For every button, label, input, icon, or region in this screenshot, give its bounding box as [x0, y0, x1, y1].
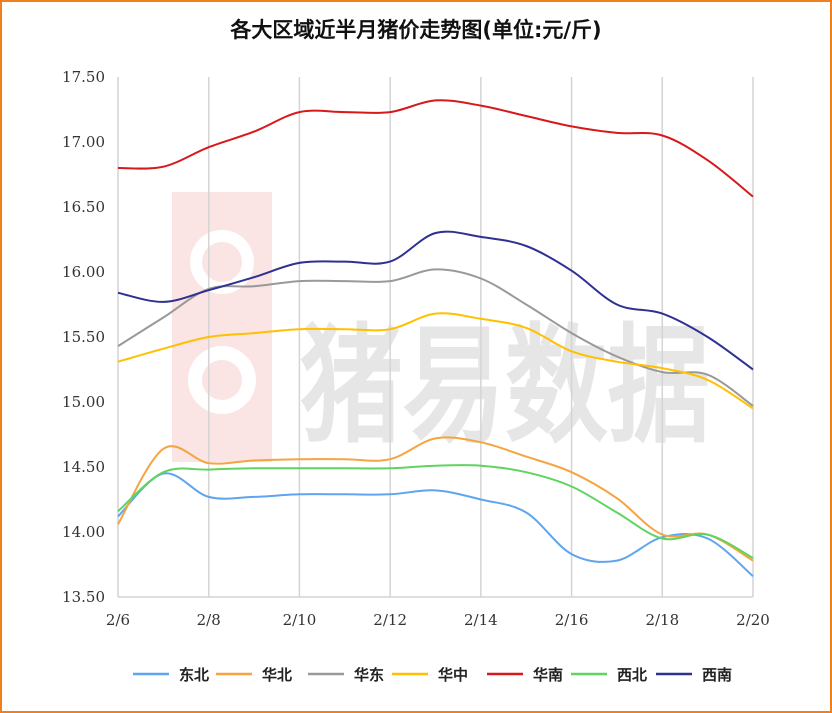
watermark-logo-circle: [190, 230, 254, 294]
chart-title: 各大区域近半月猪价走势图(单位:元/斤): [230, 18, 602, 42]
x-tick-label: 2/18: [645, 611, 679, 629]
x-tick-labels: 2/6 2/8 2/10 2/12 2/14 2/16 2/18 2/20: [106, 611, 770, 629]
series-line-6: [117, 230, 754, 371]
legend-label: 东北: [179, 666, 209, 684]
series-line-1: [117, 436, 754, 562]
legend: 东北 华北 华东 华中 华南 西北 西南: [133, 666, 732, 684]
watermark-logo-bar: [172, 192, 272, 462]
y-tick-label: 13.50: [62, 588, 105, 606]
y-tick-label: 17.00: [62, 133, 105, 151]
x-tick-label: 2/12: [373, 611, 407, 629]
y-tick-label: 17.50: [62, 68, 105, 86]
x-tick-label: 2/8: [197, 611, 221, 629]
x-tick-label: 2/14: [464, 611, 498, 629]
series-line-3: [117, 312, 754, 410]
watermark: 猪易数据: [172, 192, 710, 462]
watermark-logo-dot-2: [202, 360, 242, 400]
y-tick-label: 14.50: [62, 458, 105, 476]
series-line-4: [117, 99, 754, 198]
y-tick-label: 15.00: [62, 393, 105, 411]
series-line-0: [117, 472, 754, 577]
y-tick-label: 15.50: [62, 328, 105, 346]
legend-label: 华南: [533, 666, 563, 684]
y-tick-label: 14.00: [62, 523, 105, 541]
watermark-logo-dot: [202, 242, 242, 282]
x-tick-label: 2/16: [555, 611, 589, 629]
x-tick-label: 2/10: [283, 611, 317, 629]
y-tick-label: 16.00: [62, 263, 105, 281]
watermark-text: 猪易数据: [300, 312, 710, 461]
legend-label: 西南: [702, 666, 732, 684]
y-tick-label: 16.50: [62, 198, 105, 216]
legend-label: 华中: [438, 666, 468, 684]
legend-label: 西北: [617, 666, 647, 684]
x-tick-label: 2/6: [106, 611, 130, 629]
x-tick-label: 2/20: [736, 611, 770, 629]
y-tick-labels: 13.50 14.00 14.50 15.00 15.50 16.00 16.50 17.00…: [62, 68, 105, 606]
legend-label: 华东: [354, 666, 384, 684]
watermark-logo-circle-2: [188, 346, 256, 414]
series-line-5: [117, 464, 754, 559]
series-lines: [117, 99, 754, 577]
legend-label: 华北: [262, 666, 292, 684]
